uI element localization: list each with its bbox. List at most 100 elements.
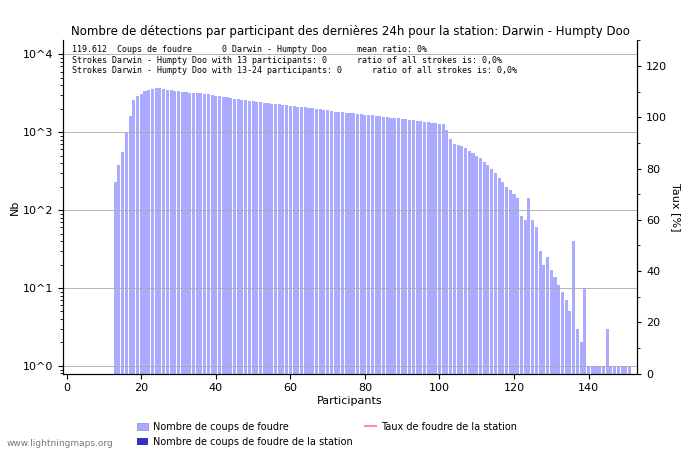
Bar [405, 119, 407, 450]
Bar [445, 130, 449, 450]
Bar [624, 366, 627, 450]
Bar [192, 93, 195, 450]
Bar [199, 93, 202, 450]
Bar [520, 216, 523, 450]
Bar [147, 90, 150, 450]
Legend: Nombre de coups de foudre, Nombre de coups de foudre de la station, Taux de foud: Nombre de coups de foudre, Nombre de cou… [136, 422, 517, 446]
Bar [374, 116, 378, 450]
Bar [512, 194, 516, 450]
Bar [315, 109, 318, 450]
Bar [456, 145, 460, 450]
Bar [285, 105, 288, 450]
Bar [557, 285, 560, 450]
Bar [568, 311, 571, 450]
Bar [449, 139, 452, 450]
Bar [442, 124, 444, 450]
Bar [158, 88, 162, 450]
Bar [542, 265, 545, 450]
Bar [554, 277, 556, 450]
Text: 119.612  Coups de foudre      0 Darwin - Humpty Doo      mean ratio: 0%
Strokes : 119.612 Coups de foudre 0 Darwin - Humpt… [71, 45, 517, 75]
Bar [378, 116, 382, 450]
Bar [572, 241, 575, 450]
Bar [494, 173, 497, 450]
Bar [468, 151, 471, 450]
Bar [121, 152, 124, 450]
Bar [583, 288, 587, 450]
Bar [337, 112, 340, 450]
Bar [206, 94, 210, 450]
Bar [289, 106, 292, 450]
Bar [318, 109, 322, 450]
Y-axis label: Nb: Nb [10, 199, 20, 215]
Bar [546, 257, 549, 450]
Bar [498, 178, 500, 450]
Bar [591, 366, 594, 450]
Bar [460, 146, 463, 450]
Bar [177, 91, 180, 450]
Bar [244, 100, 247, 450]
Bar [471, 153, 475, 450]
Bar [267, 103, 270, 450]
Bar [270, 104, 273, 450]
Bar [416, 121, 419, 450]
Bar [479, 158, 482, 450]
Bar [300, 107, 303, 450]
Bar [382, 117, 385, 450]
Bar [613, 366, 616, 450]
Bar [464, 148, 467, 450]
Bar [136, 96, 139, 450]
Bar [408, 120, 411, 450]
Bar [609, 366, 612, 450]
Bar [628, 366, 631, 450]
Bar [259, 102, 262, 450]
Bar [151, 89, 154, 450]
Bar [438, 124, 441, 450]
Bar [278, 104, 281, 450]
Bar [509, 190, 512, 450]
Bar [490, 169, 493, 450]
Bar [256, 102, 258, 450]
Bar [251, 101, 255, 450]
Bar [140, 94, 143, 450]
Bar [561, 292, 564, 450]
Bar [386, 117, 389, 450]
Bar [248, 101, 251, 450]
Bar [240, 100, 244, 450]
Bar [393, 118, 396, 450]
Bar [349, 113, 351, 450]
Bar [535, 227, 538, 450]
Bar [237, 99, 240, 450]
Bar [419, 121, 422, 450]
Y-axis label: Taux [%]: Taux [%] [671, 183, 681, 231]
Bar [132, 100, 135, 450]
Bar [304, 108, 307, 450]
Bar [166, 90, 169, 450]
Bar [352, 113, 356, 450]
Bar [587, 366, 590, 450]
Bar [360, 114, 363, 450]
Bar [400, 119, 404, 450]
Bar [389, 117, 393, 450]
Bar [162, 89, 165, 450]
Bar [527, 198, 531, 450]
Bar [322, 110, 326, 450]
Bar [482, 162, 486, 450]
Bar [453, 144, 456, 450]
Bar [598, 366, 601, 450]
Bar [296, 107, 300, 450]
Bar [505, 187, 508, 450]
Bar [580, 342, 582, 450]
Bar [203, 94, 206, 450]
Bar [412, 120, 415, 450]
Bar [307, 108, 311, 450]
Bar [144, 91, 146, 450]
Bar [367, 115, 370, 450]
Bar [113, 182, 117, 450]
Bar [538, 251, 542, 450]
Bar [330, 111, 333, 450]
Bar [565, 300, 568, 450]
Bar [274, 104, 277, 450]
Bar [214, 95, 218, 450]
Bar [326, 110, 329, 450]
Bar [356, 114, 359, 450]
